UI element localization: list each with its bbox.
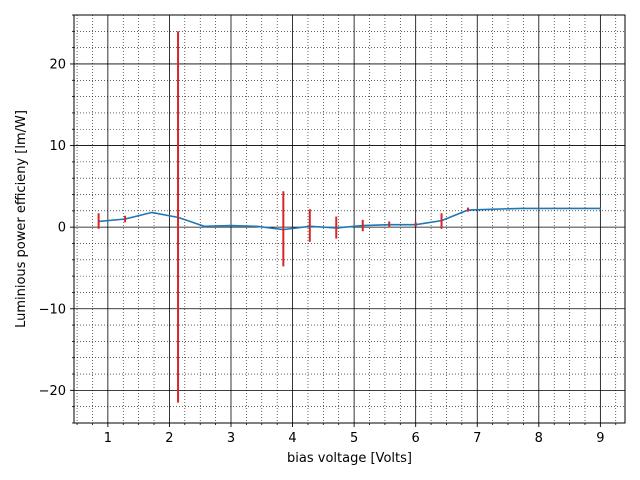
x-tick-label: 7	[473, 431, 481, 446]
y-tick-label: 0	[58, 221, 66, 236]
x-tick-label: 2	[165, 431, 173, 446]
x-tick-label: 5	[350, 431, 358, 446]
ticks-layer	[70, 14, 617, 427]
errorbar-layer	[97, 31, 470, 403]
plot-frame	[73, 14, 626, 424]
y-tick-label: −10	[39, 302, 66, 317]
y-tick-label: −20	[39, 384, 66, 399]
major-grid	[74, 15, 625, 423]
x-tick-label: 6	[412, 431, 420, 446]
series-line	[98, 207, 601, 231]
tick-labels: 1 2 3 4 5 6 7 8 9 −20 −10 0 10 20	[39, 57, 605, 446]
series-layer	[98, 207, 601, 231]
minor-grid	[74, 14, 625, 424]
x-tick-label: 9	[596, 431, 604, 446]
x-tick-label: 8	[535, 431, 543, 446]
y-tick-label: 20	[49, 57, 66, 72]
y-axis-label: Luminious power efficieny [lm/W]	[14, 110, 29, 328]
x-tick-label: 4	[288, 431, 296, 446]
x-axis-label: bias voltage [Volts]	[287, 451, 412, 466]
x-tick-label: 1	[104, 431, 112, 446]
x-tick-label: 3	[227, 431, 235, 446]
y-tick-label: 10	[49, 139, 66, 154]
